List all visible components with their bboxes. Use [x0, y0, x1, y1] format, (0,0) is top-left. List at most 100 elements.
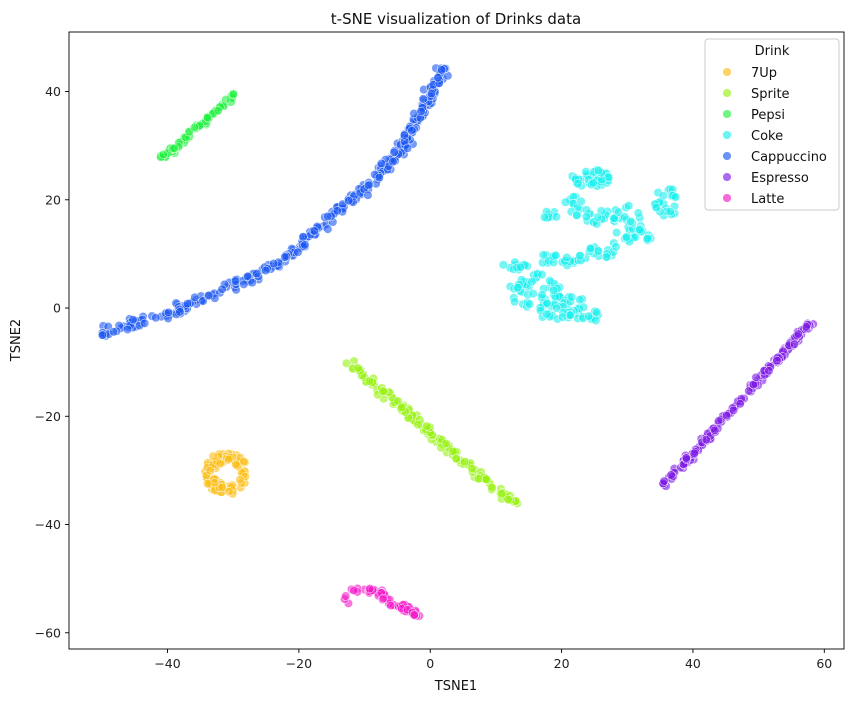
data-point	[581, 212, 591, 222]
data-point	[378, 593, 388, 604]
data-point	[353, 363, 363, 373]
legend-item-cappuccino: Cappuccino	[722, 150, 827, 165]
data-point	[565, 310, 575, 320]
data-point	[576, 196, 586, 206]
legend-marker	[722, 88, 732, 98]
data-point	[261, 265, 271, 276]
data-point	[422, 421, 432, 431]
data-point	[397, 402, 407, 412]
data-point	[633, 208, 643, 218]
data-point	[789, 339, 800, 349]
data-point	[418, 94, 428, 104]
data-point	[612, 228, 622, 238]
data-point	[496, 489, 507, 499]
legend-item-coke: Coke	[722, 129, 783, 144]
data-point	[701, 435, 711, 445]
data-point	[235, 475, 245, 485]
data-point	[681, 453, 691, 463]
legend-box	[704, 38, 840, 211]
data-point	[300, 240, 310, 250]
data-point	[528, 289, 538, 299]
data-point	[621, 232, 631, 242]
data-point	[545, 276, 555, 286]
y-axis-title: TSNE2	[9, 319, 24, 362]
data-point	[332, 206, 342, 216]
data-point	[427, 88, 437, 99]
data-point	[389, 147, 399, 157]
legend-marker	[722, 193, 732, 203]
legend-label: Sprite	[751, 87, 790, 102]
data-point	[269, 259, 279, 269]
data-point	[552, 303, 562, 313]
data-point	[593, 212, 603, 222]
data-point	[341, 591, 351, 601]
data-point	[205, 466, 215, 476]
data-point	[611, 242, 621, 252]
data-point	[123, 324, 133, 334]
x-tick-label: 0	[426, 656, 434, 671]
data-point	[231, 459, 241, 469]
data-point	[215, 459, 225, 469]
data-point	[671, 192, 681, 202]
data-point	[635, 225, 645, 235]
data-point	[243, 271, 253, 281]
data-point	[487, 483, 497, 493]
data-point	[513, 283, 523, 293]
data-point	[293, 247, 303, 257]
data-point	[364, 376, 374, 386]
data-point	[539, 212, 550, 222]
data-point	[224, 454, 234, 464]
data-point	[558, 312, 568, 322]
data-point	[416, 106, 426, 116]
points-layer	[97, 63, 818, 621]
data-point	[527, 277, 537, 287]
legend-item-pepsi: Pepsi	[722, 108, 785, 123]
data-point	[651, 202, 661, 213]
data-point	[109, 327, 119, 337]
data-point	[239, 279, 249, 289]
data-point	[239, 457, 249, 467]
data-point	[524, 299, 535, 309]
data-point	[659, 476, 669, 486]
data-point	[169, 143, 179, 153]
data-point	[591, 315, 601, 326]
data-point	[503, 494, 513, 505]
data-point	[247, 278, 257, 288]
data-point	[689, 448, 699, 458]
data-point	[473, 474, 483, 484]
data-point	[549, 285, 559, 295]
data-point	[560, 197, 571, 207]
data-point	[349, 585, 359, 596]
data-point	[624, 201, 634, 211]
data-point	[451, 454, 461, 464]
data-point	[613, 207, 623, 217]
data-point	[441, 439, 451, 449]
legend-label: 7Up	[751, 66, 777, 81]
data-point	[203, 113, 213, 123]
y-axis: −60 −40 −20 0 20 40	[35, 84, 69, 640]
data-point	[764, 366, 774, 376]
data-point	[208, 451, 218, 461]
data-point	[567, 292, 577, 302]
data-point	[230, 276, 241, 286]
data-point	[460, 457, 470, 467]
y-tick-label: −60	[35, 625, 61, 640]
data-point	[151, 313, 161, 323]
data-point	[97, 330, 108, 340]
data-point	[515, 262, 525, 272]
legend-marker	[722, 172, 732, 182]
data-point	[575, 251, 585, 261]
data-point	[363, 190, 373, 200]
series-coke	[498, 165, 681, 326]
y-tick-label: −40	[35, 517, 61, 532]
data-point	[140, 318, 150, 328]
data-point	[592, 307, 602, 317]
data-point	[280, 252, 290, 262]
data-point	[666, 470, 676, 480]
data-point	[376, 158, 386, 169]
data-point	[772, 356, 782, 366]
data-point	[573, 179, 583, 189]
x-tick-label: 20	[554, 656, 570, 671]
data-point	[413, 420, 423, 430]
data-point	[714, 416, 724, 426]
